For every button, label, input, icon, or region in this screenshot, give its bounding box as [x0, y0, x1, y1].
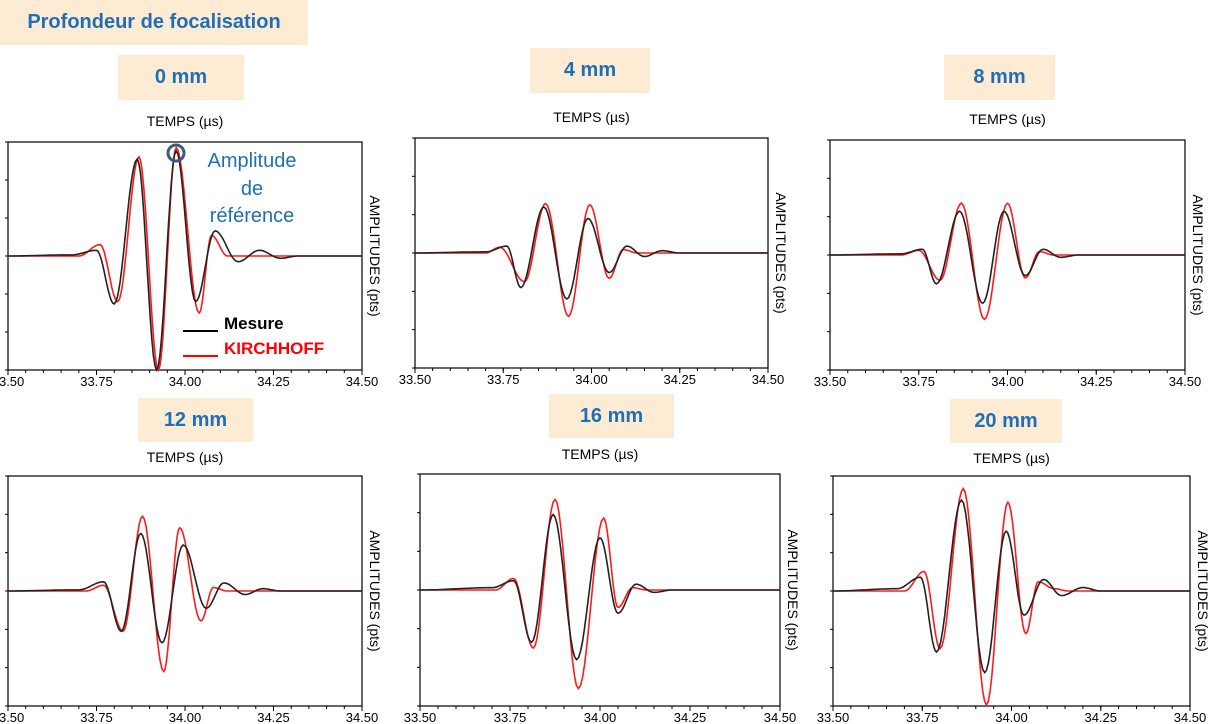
series-kirchhoff-line — [420, 498, 780, 691]
x-tick-label: 34.50 — [764, 710, 797, 724]
depth-label: 8 mm — [944, 55, 1055, 100]
x-axis-label: TEMPS (µs) — [553, 109, 630, 125]
x-tick-label: 33.75 — [487, 372, 520, 387]
annotation-text: Amplitude — [208, 150, 297, 172]
depth-label: 4 mm — [530, 48, 650, 93]
x-tick-label: 33.75 — [906, 710, 939, 724]
series-mesure-line — [830, 210, 1185, 305]
x-tick-label: 33.75 — [80, 374, 113, 389]
reference-amplitude-circle — [166, 143, 186, 163]
x-tick-label: 34.00 — [575, 372, 608, 387]
y-axis-label: AMPLITUDES (pts) — [367, 530, 383, 651]
x-axis-label: TEMPS (µs) — [146, 449, 224, 465]
x-tick-label: 33.50 — [404, 710, 437, 724]
x-tick-label: 34.25 — [257, 710, 290, 724]
x-tick-label: 33.50 — [814, 374, 847, 389]
series-mesure-line — [833, 498, 1190, 674]
x-tick-label: 34.00 — [169, 374, 202, 389]
chart-panel: 33.50 33.75 34.00 34.25 34.50 AMPLITUDES (pts… — [817, 475, 1209, 724]
series-kirchhoff-line — [415, 202, 768, 318]
x-tick-label: 33.75 — [494, 710, 527, 724]
x-tick-label: 34.25 — [1080, 374, 1113, 389]
x-tick-label: 34.50 — [752, 372, 785, 387]
x-axis-label: TEMPS (µs) — [146, 113, 224, 129]
series-mesure-line — [420, 513, 780, 661]
y-axis-label: AMPLITUDES (pts) — [785, 529, 801, 650]
x-tick-label: 34.50 — [1169, 374, 1202, 389]
annotation-text: de — [241, 178, 263, 200]
series-mesure-line — [8, 149, 362, 372]
chart-panel: 33.50 33.75 34.00 34.25 34.50 AMPLITUDES (pts… — [0, 475, 383, 724]
annotation-text: référence — [210, 205, 295, 227]
chart-panel: 33.50 33.75 34.00 34.25 34.50 AMPLITUDES (pts… — [0, 141, 383, 389]
x-axis-label: TEMPS (µs) — [973, 450, 1050, 466]
legend-mesure-label: Mesure — [224, 314, 284, 333]
series-mesure-line — [415, 205, 768, 301]
series-kirchhoff-line — [830, 201, 1185, 321]
y-axis-label: AMPLITUDES (pts) — [1190, 194, 1206, 315]
x-tick-label: 34.00 — [991, 374, 1024, 389]
x-tick-label: 34.25 — [674, 710, 707, 724]
series-kirchhoff-line — [8, 514, 362, 674]
depth-label: 0 mm — [118, 55, 244, 100]
y-axis-label: AMPLITUDES (pts) — [367, 195, 383, 316]
series-kirchhoff-line — [8, 145, 362, 373]
x-tick-label: 34.50 — [346, 374, 379, 389]
y-axis-label: AMPLITUDES (pts) — [773, 192, 789, 313]
y-axis-label: AMPLITUDES (pts) — [1195, 530, 1209, 651]
x-tick-label: 33.50 — [0, 710, 24, 724]
x-axis-label: TEMPS (µs) — [969, 111, 1046, 127]
depth-label: 16 mm — [549, 394, 674, 438]
x-tick-label: 33.75 — [80, 710, 113, 724]
x-tick-label: 34.50 — [346, 710, 379, 724]
chart-panel: 33.50 33.75 34.00 34.25 34.50 AMPLITUDES (pts… — [814, 139, 1206, 389]
x-tick-label: 33.50 — [399, 372, 432, 387]
x-axis-label: TEMPS (µs) — [561, 446, 639, 462]
chart-panel: 33.50 33.75 34.00 34.25 34.50 AMPLITUDES (pts… — [399, 137, 789, 387]
depth-label: 20 mm — [950, 399, 1062, 443]
figure-title: Profondeur de focalisation — [0, 0, 308, 45]
depth-label: 12 mm — [138, 398, 253, 442]
series-kirchhoff-line — [833, 487, 1190, 707]
chart-panel: 33.50 33.75 34.00 34.25 34.50 AMPLITUDES (pts… — [404, 473, 801, 724]
x-tick-label: 33.75 — [902, 374, 935, 389]
x-tick-label: 34.25 — [1084, 710, 1117, 724]
x-tick-label: 34.50 — [1174, 710, 1207, 724]
x-tick-label: 34.00 — [169, 710, 202, 724]
x-tick-label: 33.50 — [817, 710, 850, 724]
x-tick-label: 33.50 — [0, 374, 24, 389]
x-tick-label: 34.25 — [663, 372, 696, 387]
x-tick-label: 34.25 — [257, 374, 290, 389]
x-tick-label: 34.00 — [584, 710, 617, 724]
series-mesure-line — [8, 532, 362, 644]
x-tick-label: 34.00 — [995, 710, 1028, 724]
legend-kirchhoff-label: KIRCHHOFF — [224, 339, 324, 358]
